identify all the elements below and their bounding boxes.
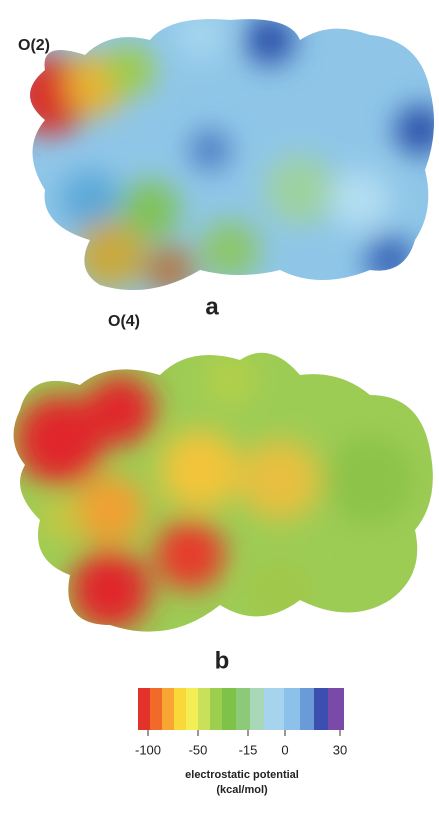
tick-label: 0 bbox=[281, 742, 288, 757]
molecule-a bbox=[0, 0, 439, 310]
panel-letter: b bbox=[215, 647, 230, 674]
page: O(2) O(4) a b electrostatic potential (k… bbox=[0, 0, 439, 825]
colorbar-label: electrostatic potential bbox=[185, 769, 299, 781]
colorbar-label: (kcal/mol) bbox=[216, 784, 268, 796]
colorbar bbox=[138, 688, 344, 730]
panel-letter: a bbox=[205, 293, 219, 320]
molecule-b bbox=[0, 340, 439, 650]
tick-label: 30 bbox=[333, 742, 347, 757]
tick-label: -100 bbox=[135, 742, 161, 757]
atom-label: O(4) bbox=[108, 313, 140, 330]
tick-label: -15 bbox=[239, 742, 258, 757]
figure: O(2) O(4) a b electrostatic potential (k… bbox=[0, 0, 439, 820]
tick-label: -50 bbox=[189, 742, 208, 757]
atom-label: O(2) bbox=[18, 37, 50, 54]
